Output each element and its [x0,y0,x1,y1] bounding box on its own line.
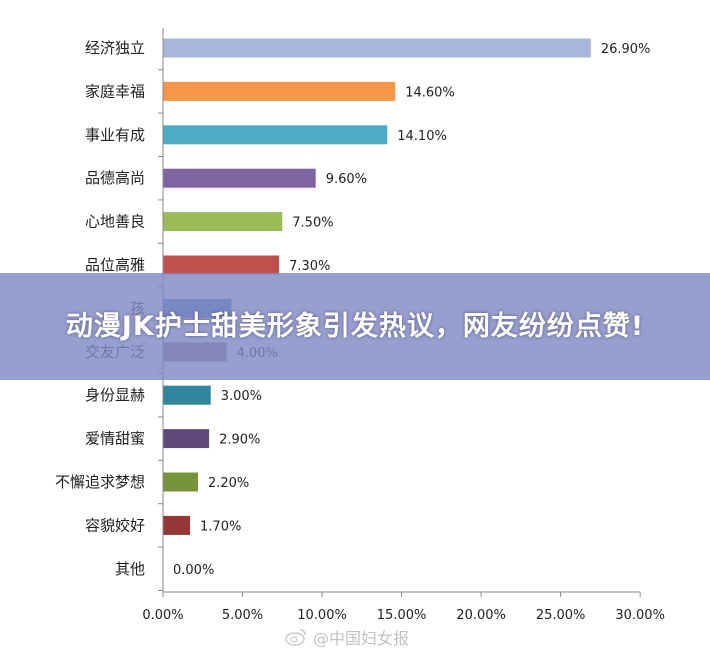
bar-10 [163,472,198,492]
watermark: @中国妇女报 [285,624,445,650]
x-ticks-layer: 0.00% 5.00% 10.00% 15.00% 20.00% 25.00% 30.00% [142,592,665,623]
bar-9 [163,429,210,449]
x-tick-label: 10.00% [297,608,347,623]
bar-4 [163,212,283,232]
x-tick-label: 5.00% [222,608,263,623]
x-tick-label: 15.00% [377,608,427,623]
category-label: 心地善良 [85,213,145,231]
data-label: 2.90% [219,433,260,448]
bar-11 [163,515,191,535]
data-label: 0.00% [173,563,214,578]
category-label: 容貌姣好 [85,516,145,534]
bar-0 [163,38,591,58]
category-label: 身份显赫 [85,386,145,404]
bar-5 [163,255,280,275]
weibo-icon [285,629,306,646]
data-label: 7.50% [292,216,333,231]
data-label: 2.20% [208,476,249,491]
bar-3 [163,168,316,188]
bars-layer: 经济独立 26.90% 家庭幸福 14.60% 事业有成 14.10% 品德高尚 9.60% 心… [55,38,651,591]
headline-banner: 动漫JK护士甜美形象引发热议，网友纷纷点赞! [0,273,710,380]
data-label: 3.00% [221,389,262,404]
bar-1 [163,81,396,101]
x-tick-label: 25.00% [536,608,586,623]
category-label: 经济独立 [85,39,145,57]
category-label: 品德高尚 [85,169,145,187]
x-tick-label: 20.00% [456,608,506,623]
watermark-text: @中国妇女报 [313,629,410,648]
data-label: 14.60% [405,85,455,100]
category-label: 事业有成 [85,126,145,144]
bar-8 [163,385,211,405]
category-label: 不懈追求梦想 [55,473,145,491]
bar-2 [163,125,388,145]
data-label: 9.60% [326,172,367,187]
headline-title: 动漫JK护士甜美形象引发热议，网友纷纷点赞! [65,310,645,342]
category-label: 爱情甜蜜 [85,430,145,448]
x-tick-label: 0.00% [142,608,183,623]
data-label: 1.70% [200,519,241,534]
category-label: 品位高雅 [85,256,145,274]
x-tick-label: 30.00% [615,608,665,623]
data-label: 7.30% [289,259,330,274]
data-label: 26.90% [601,42,651,57]
data-label: 14.10% [397,129,447,144]
category-label: 家庭幸福 [85,82,145,100]
category-label: 其他 [115,560,145,578]
